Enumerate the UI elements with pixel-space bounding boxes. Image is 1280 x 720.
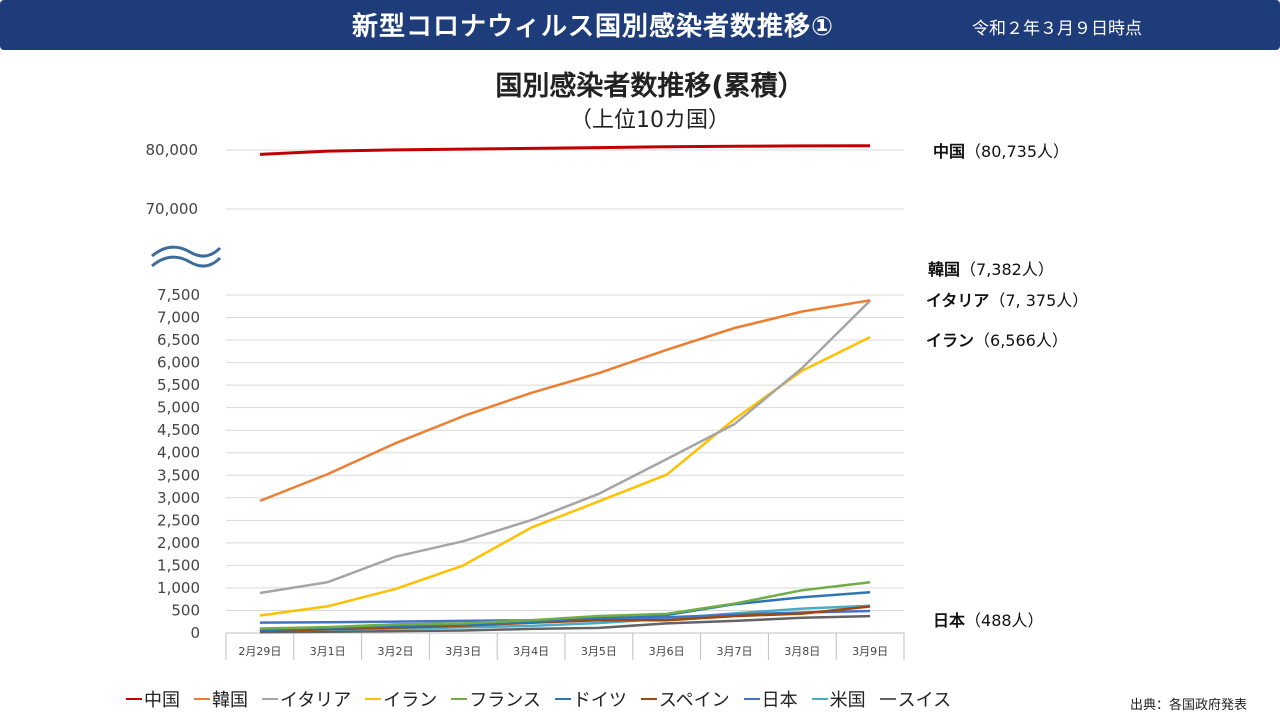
x-tick-label: 3月4日 — [513, 645, 549, 658]
legend-item: 米国 — [811, 686, 866, 712]
legend-swatch — [262, 698, 278, 700]
legend-item: イタリア — [262, 686, 351, 712]
y-tick-label: 7,500 — [157, 286, 200, 304]
series-line-スイス — [259, 614, 871, 634]
series-line-フランス — [259, 581, 871, 630]
y-tick-label: 5,500 — [157, 376, 200, 394]
x-tick-label: 2月29日 — [238, 645, 281, 658]
legend-label: イラン — [383, 690, 438, 711]
y-tick-label: 500 — [171, 601, 200, 619]
legend-item: イラン — [365, 686, 437, 712]
end-label-value: （488人） — [965, 611, 1044, 630]
legend-item: スペイン — [640, 686, 730, 712]
end-label: イタリア（7, 375人） — [926, 291, 1088, 310]
y-tick-label: 6,500 — [157, 331, 200, 349]
header-bar: 新型コロナウィルス国別感染者数推移① 令和２年３月９日時点 — [0, 0, 1280, 50]
end-label-value: （6,566人） — [974, 331, 1068, 350]
end-label-value: （80,735人） — [965, 142, 1069, 161]
end-label-country: イタリア — [926, 291, 989, 310]
y-tick-label: 5,000 — [157, 399, 200, 417]
legend-item: 日本 — [743, 686, 798, 712]
legend-label: スペイン — [658, 690, 730, 711]
x-tick-label: 3月2日 — [378, 645, 414, 658]
legend-item: ドイツ — [554, 686, 627, 712]
x-tick-label: 3月8日 — [784, 645, 820, 658]
end-label-value: （7,382人） — [960, 260, 1054, 279]
legend-item: 韓国 — [194, 686, 248, 712]
end-label-country: 日本 — [933, 611, 965, 630]
legend-label: 韓国 — [212, 690, 248, 711]
chart-title: 国別感染者数推移(累積） — [495, 71, 805, 102]
source-note: 出典：各国政府発表 — [1130, 698, 1248, 713]
legend-label: フランス — [469, 690, 541, 711]
y-tick-label: 4,000 — [157, 444, 200, 462]
y-tick-label: 1,000 — [157, 579, 200, 597]
legend-item: フランス — [451, 686, 541, 712]
legend-label: 米国 — [829, 690, 866, 711]
y-tick-label: 1,500 — [157, 556, 200, 574]
y-tick-label: 2,500 — [157, 511, 200, 529]
legend-swatch — [743, 698, 760, 700]
legend-item: スイス — [879, 686, 952, 712]
end-label-country: 韓国 — [928, 260, 960, 279]
y-tick-label: 80,000 — [146, 141, 199, 159]
axis-break-icon — [151, 245, 222, 258]
x-tick-label: 3月5日 — [581, 645, 617, 658]
y-tick-label: 7,000 — [157, 309, 200, 327]
y-tick-label: 0 — [190, 624, 200, 642]
x-tick-label: 3月3日 — [445, 645, 481, 658]
y-tick-label: 6,000 — [157, 354, 200, 372]
legend-label: ドイツ — [572, 690, 627, 711]
y-tick-label: 70,000 — [146, 200, 199, 218]
end-label: 韓国（7,382人） — [928, 260, 1054, 279]
y-tick-label: 4,500 — [157, 421, 200, 439]
x-tick-label: 3月7日 — [717, 645, 753, 658]
x-tick-label: 3月9日 — [852, 645, 888, 658]
chart-subtitle: （上位10カ国） — [570, 108, 730, 133]
end-label-value: （7, 375人） — [989, 291, 1088, 310]
end-label: イラン（6,566人） — [926, 331, 1068, 350]
legend-label: 中国 — [144, 690, 180, 711]
legend-label: スイス — [897, 690, 952, 711]
y-tick-label: 3,500 — [157, 466, 200, 484]
legend-label: 日本 — [761, 690, 798, 711]
end-label-country: イラン — [926, 331, 974, 350]
page-title: 新型コロナウィルス国別感染者数推移① — [352, 12, 835, 42]
end-label: 中国（80,735人） — [933, 142, 1069, 161]
legend-swatch — [640, 698, 657, 700]
legend-swatch — [554, 698, 571, 700]
chart-legend: 中国 韓国 イタリア イラン フランス ドイツ スペイン 日本 米国 スイス — [126, 686, 951, 712]
legend-swatch — [879, 698, 896, 700]
series-line-スペイン — [259, 605, 871, 633]
series-line-イタリア — [259, 299, 871, 595]
x-tick-label: 3月1日 — [310, 645, 346, 658]
legend-swatch — [811, 698, 828, 700]
end-label-country: 中国 — [933, 142, 965, 161]
legend-swatch — [194, 698, 210, 700]
legend-swatch — [451, 698, 468, 700]
y-tick-label: 3,000 — [157, 489, 200, 507]
x-tick-label: 3月6日 — [649, 645, 685, 658]
legend-item: 中国 — [126, 686, 180, 712]
end-label: 日本（488人） — [933, 611, 1044, 630]
series-line-中国 — [259, 144, 871, 156]
legend-swatch — [365, 698, 382, 700]
y-tick-label: 2,000 — [157, 534, 200, 552]
series-line-韓国 — [259, 299, 871, 503]
date-label: 令和２年３月９日時点 — [972, 19, 1142, 39]
axis-break-icon — [151, 255, 222, 268]
legend-swatch — [126, 698, 142, 700]
legend-label: イタリア — [280, 690, 352, 711]
